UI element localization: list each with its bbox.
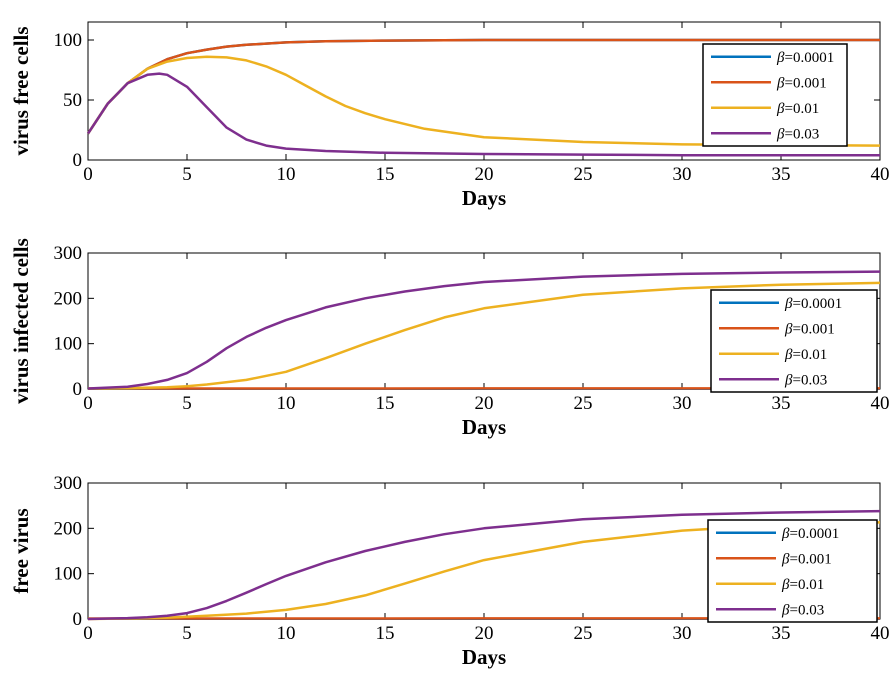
x-tick-label: 15 — [376, 164, 395, 185]
x-tick-label: 35 — [772, 164, 791, 185]
x-tick-label: 30 — [673, 164, 692, 185]
x-axis-label: Days — [462, 645, 506, 669]
legend-box — [702, 43, 848, 147]
x-tick-label: 5 — [182, 393, 192, 414]
x-tick-label: 40 — [871, 623, 890, 644]
y-tick-label: 200 — [54, 288, 83, 309]
legend-label: β=0.0001 — [776, 50, 834, 66]
y-tick-label: 0 — [73, 609, 83, 630]
y-axis-label: virus infected cells — [9, 238, 33, 404]
legend-label: β=0.001 — [776, 75, 827, 91]
x-tick-label: 35 — [772, 393, 791, 414]
x-tick-label: 30 — [673, 393, 692, 414]
x-tick-label: 30 — [673, 623, 692, 644]
y-tick-label: 100 — [54, 30, 83, 51]
y-tick-label: 300 — [54, 243, 83, 264]
x-tick-label: 20 — [475, 393, 494, 414]
y-tick-label: 0 — [73, 379, 83, 400]
x-tick-label: 15 — [376, 393, 395, 414]
x-tick-label: 35 — [772, 623, 791, 644]
legend-label: β=0.03 — [776, 126, 819, 142]
legend-label: β=0.01 — [776, 101, 819, 117]
legend-label: β=0.03 — [784, 372, 827, 388]
x-tick-label: 20 — [475, 623, 494, 644]
x-tick-label: 5 — [182, 164, 192, 185]
series-line-3 — [86, 55, 881, 147]
x-tick-label: 10 — [277, 164, 296, 185]
legend-label: β=0.0001 — [781, 526, 839, 542]
x-tick-label: 20 — [475, 164, 494, 185]
series-line-4 — [87, 509, 881, 621]
y-tick-label: 0 — [73, 150, 83, 171]
x-tick-label: 0 — [83, 393, 93, 414]
x-tick-label: 25 — [574, 623, 593, 644]
series-line-3 — [87, 281, 881, 390]
x-tick-label: 40 — [871, 164, 890, 185]
legend-label: β=0.03 — [781, 602, 824, 618]
x-tick-label: 10 — [277, 623, 296, 644]
y-axis-label: free virus — [9, 508, 33, 593]
x-axis-label: Days — [462, 415, 506, 439]
legend-box — [707, 519, 878, 623]
legend: β=0.0001 β=0.001 β=0.01 β=0.03 — [702, 43, 848, 147]
y-tick-label: 100 — [54, 564, 83, 585]
chart-panel-3: 0 5 10 15 20 25 30 35 40 0 100 200 300 Days free virus… — [9, 473, 890, 669]
x-tick-label: 25 — [574, 393, 593, 414]
x-tick-label: 10 — [277, 393, 296, 414]
y-tick-label: 200 — [54, 518, 83, 539]
x-tick-label: 15 — [376, 623, 395, 644]
x-tick-label: 40 — [871, 393, 890, 414]
legend-label: β=0.001 — [784, 321, 835, 337]
chart-panel-2: 0 5 10 15 20 25 30 35 40 0 100 200 300 Days virus infe… — [9, 238, 890, 439]
y-tick-label: 300 — [54, 473, 83, 494]
y-tick-label: 50 — [63, 90, 82, 111]
x-axis-label: Days — [462, 186, 506, 210]
legend: β=0.0001 β=0.001 β=0.01 β=0.03 — [707, 519, 878, 623]
y-tick-label: 100 — [54, 334, 83, 355]
x-tick-label: 0 — [83, 623, 93, 644]
legend: β=0.0001 β=0.001 β=0.01 β=0.03 — [710, 289, 878, 393]
legend-label: β=0.01 — [784, 347, 827, 363]
series-line-3 — [87, 521, 881, 621]
y-axis-label: virus free cells — [9, 26, 33, 155]
x-tick-label: 5 — [182, 623, 192, 644]
series-line-4 — [86, 72, 880, 157]
legend-label: β=0.001 — [781, 551, 832, 567]
legend-box — [710, 289, 878, 393]
series-line-4 — [87, 270, 881, 390]
legend-label: β=0.01 — [781, 577, 824, 593]
x-tick-label: 25 — [574, 164, 593, 185]
x-tick-label: 0 — [83, 164, 93, 185]
chart-panel-1: 0 5 10 15 20 25 30 35 40 0 50 100 Days virus free cel… — [9, 21, 890, 210]
legend-label: β=0.0001 — [784, 296, 842, 312]
